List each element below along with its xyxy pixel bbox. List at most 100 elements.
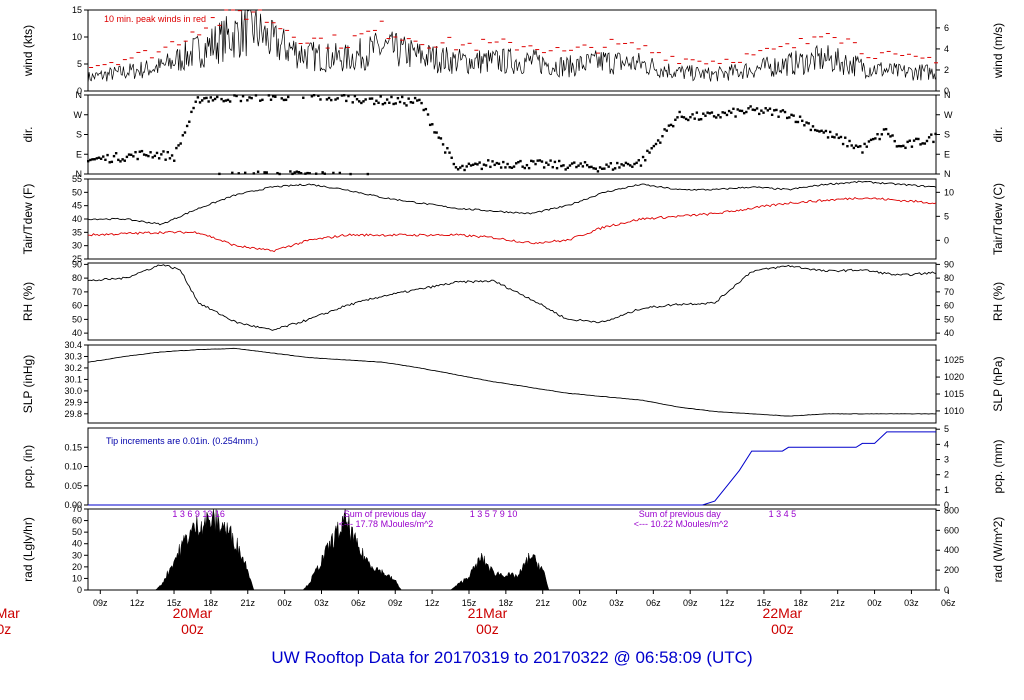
dir-point [831, 135, 834, 139]
wind-ytick-label: 5 [77, 59, 82, 69]
dir-point [168, 157, 172, 160]
dir-point [798, 115, 802, 118]
x-tick-label: 18z [204, 598, 219, 608]
wind-note: 10 min. peak winds in red [104, 14, 206, 24]
dir-point [902, 144, 905, 148]
dir-point [233, 94, 236, 97]
dir-point [635, 161, 638, 165]
dir-point [809, 128, 813, 132]
dir-point [697, 118, 701, 121]
x-tick-label: 09z [683, 598, 698, 608]
temp-ytick-label: 50 [72, 187, 82, 197]
dir-ytick-label: N [76, 90, 83, 100]
dir-point [592, 167, 595, 170]
dir-point [687, 118, 690, 122]
dir-point [211, 99, 215, 102]
slp-panel-frame [87, 344, 937, 424]
dir-point [889, 135, 892, 138]
dir-point [562, 164, 565, 167]
dir-point [671, 124, 675, 128]
dir-y2tick-label: E [944, 149, 950, 159]
dir-point [601, 167, 604, 170]
dir-point [261, 98, 264, 102]
date-label-hour: 00z [0, 621, 11, 637]
dir-point [527, 166, 531, 170]
dir-point [138, 150, 142, 153]
pcp-ylabel: pcp. (in) [21, 445, 35, 488]
dir-point [753, 108, 757, 112]
dir-point [274, 95, 277, 98]
dir-point [205, 96, 208, 100]
dir-point [256, 170, 260, 173]
dir-point [721, 111, 724, 114]
dir-point [175, 146, 178, 150]
dir-point [628, 164, 632, 167]
dir-point [396, 96, 400, 100]
dir-point [568, 164, 572, 167]
dir-point [222, 99, 225, 103]
slp-y2tick-label: 1025 [944, 355, 964, 365]
dir-point [736, 108, 739, 111]
dir-point [648, 151, 651, 154]
dir-point [856, 145, 860, 149]
dir-point [409, 100, 413, 104]
dir-point [308, 172, 311, 175]
rad-ytick-label: 20 [72, 562, 82, 572]
dir-point [807, 122, 810, 125]
dir-point [173, 159, 176, 162]
dir-point [545, 161, 548, 164]
dir-point [471, 163, 475, 166]
dir-point [811, 125, 815, 128]
dir-point [119, 160, 122, 163]
dir-point [416, 99, 419, 102]
dir-point [456, 168, 460, 171]
dir-point [646, 149, 649, 153]
dir-point [439, 137, 443, 140]
dir-point [781, 109, 785, 112]
rad-y2tick-label: 200 [944, 565, 959, 575]
dir-point [428, 123, 432, 127]
dir-point [319, 98, 322, 101]
dir-point [200, 99, 204, 102]
dir-y2tick-label: N [944, 90, 951, 100]
dir-point [117, 158, 120, 162]
dir-point [656, 139, 660, 142]
temp-y2tick-label: 5 [944, 211, 949, 221]
dir-point [134, 150, 137, 154]
dir-ytick-label: S [76, 130, 82, 140]
dir-point [508, 166, 511, 169]
dir-point [338, 171, 342, 175]
dir-point [332, 171, 335, 175]
dir-point [691, 113, 694, 116]
dir-point [250, 96, 253, 100]
dir-point [738, 109, 742, 112]
dir-ylabel2: dir. [991, 126, 1005, 142]
dir-point [317, 94, 320, 97]
dir-point [181, 134, 185, 137]
dir-point [235, 94, 238, 98]
dir-point [751, 108, 754, 111]
dir-point [581, 165, 585, 168]
dir-point [850, 144, 853, 147]
slp-ytick-label: 30.3 [64, 351, 82, 361]
dir-point [641, 155, 645, 159]
dir-ytick-label: W [74, 110, 83, 120]
dir-point [723, 111, 727, 115]
dir-point [231, 171, 234, 175]
rad-ytick-label: 70 [72, 504, 82, 514]
rh-y2tick-label: 70 [944, 287, 954, 297]
dir-point [801, 119, 804, 123]
dir-point [190, 110, 193, 114]
dir-point [364, 98, 367, 101]
temp-ytick-label: 45 [72, 201, 82, 211]
dir-point [342, 94, 346, 97]
dir-point [461, 164, 464, 168]
rad-sum-amount: <--- 17.78 MJoules/m^2 [339, 519, 434, 529]
dir-ytick-label: N [76, 169, 83, 179]
dir-point [224, 99, 228, 102]
dir-point [661, 135, 664, 138]
dir-point [209, 96, 212, 99]
dir-point [388, 101, 391, 104]
dir-point [622, 164, 625, 167]
pcp-y2tick-label: 4 [944, 439, 949, 449]
